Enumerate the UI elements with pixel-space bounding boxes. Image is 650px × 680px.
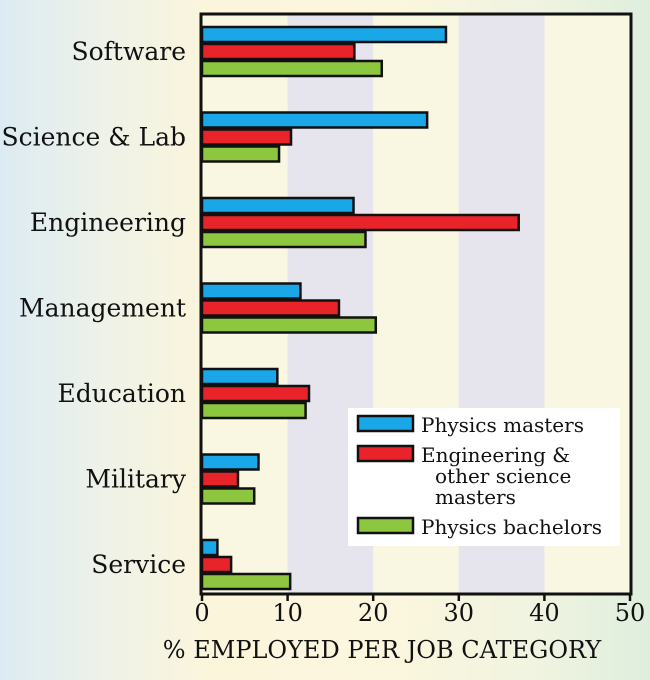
legend-swatch (356, 444, 415, 463)
legend-label: Physics masters (421, 413, 584, 437)
bar (200, 42, 356, 61)
legend: Physics masters Engineering &other scienc… (348, 408, 620, 546)
x-tick-label: 50 (615, 599, 646, 627)
legend-label: Engineering & (421, 443, 570, 467)
bar (200, 470, 240, 488)
bar (200, 230, 367, 249)
bar (200, 572, 292, 591)
category-label: Management (19, 294, 186, 323)
category-label: Military (85, 465, 186, 494)
category-label: Engineering (30, 208, 186, 237)
legend-swatch (356, 516, 415, 535)
category-label: Service (91, 550, 186, 579)
bar (200, 316, 378, 334)
x-tick-label: 40 (529, 599, 560, 627)
plot-frame (199, 12, 633, 596)
bar (200, 111, 429, 129)
bar (200, 538, 219, 557)
legend-label: Physics bachelors (421, 515, 602, 539)
x-tick-label: 20 (358, 599, 389, 627)
x-tick-label: 30 (444, 599, 475, 627)
legend-label: masters (435, 485, 516, 509)
bar (200, 555, 233, 574)
bar (200, 299, 341, 317)
bar (200, 213, 520, 232)
bar (200, 145, 281, 163)
category-label: Software (71, 37, 186, 66)
bar (200, 25, 448, 44)
category-label: Science & Lab (2, 123, 186, 152)
x-tick-label: 0 (194, 599, 209, 627)
bar (200, 59, 384, 78)
bar (200, 367, 279, 386)
bar (200, 384, 311, 403)
legend-swatch (356, 414, 415, 433)
bar (200, 196, 355, 215)
x-axis-ticks: 0 10 20 30 40 50 (194, 593, 645, 627)
category-labels: Software Science & Lab Engineering Manageme… (2, 37, 187, 579)
bar (200, 401, 307, 420)
bar (200, 487, 256, 505)
category-label: Education (58, 379, 186, 408)
bar (200, 453, 260, 471)
bar (200, 128, 293, 146)
bar (200, 282, 302, 300)
legend-label: other science (435, 464, 571, 488)
x-tick-label: 10 (272, 599, 303, 627)
x-axis-title: % EMPLOYED PER JOB CATEGORY (163, 636, 603, 664)
